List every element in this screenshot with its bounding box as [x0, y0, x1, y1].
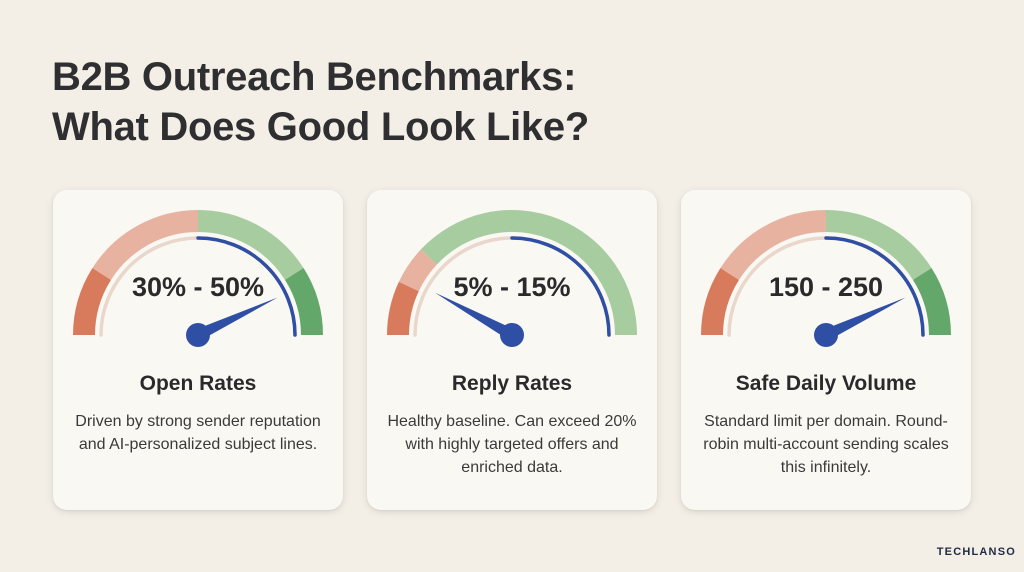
- page-title-line-1: B2B Outreach Benchmarks:: [52, 55, 577, 99]
- gauge-inner-progress: [196, 236, 297, 337]
- card-description: Healthy baseline. Can exceed 20% with hi…: [387, 413, 637, 476]
- gauge-inner-progress: [510, 236, 611, 337]
- gauge-segment-3: [420, 210, 637, 336]
- gauge-reply-rates: [387, 210, 637, 347]
- brand-logo: TECHLANSO: [936, 546, 1016, 558]
- gauge-segment-4: [284, 268, 323, 336]
- gauge-needle: [823, 297, 906, 341]
- card-title: Reply Rates: [451, 372, 573, 395]
- gauge-open-rates: [73, 210, 323, 347]
- card-title: Safe Daily Volume: [735, 372, 917, 395]
- gauge-segment-2: [720, 210, 827, 281]
- page-title: B2B Outreach Benchmarks: What Does Good …: [52, 52, 589, 152]
- card-description: Standard limit per domain. Round-robin m…: [703, 413, 949, 476]
- gauge-segment-2: [398, 249, 438, 292]
- gauge-needle-hub: [814, 323, 838, 347]
- gauge-segment-1: [387, 281, 419, 336]
- gauge-segment-2: [92, 210, 199, 281]
- page-title-line-2: What Does Good Look Like?: [52, 105, 589, 149]
- gauge-segment-1: [701, 268, 740, 336]
- gauge-segment-4: [912, 268, 951, 336]
- gauge-segment-1: [73, 268, 112, 336]
- metric-value: 150 - 250: [768, 272, 884, 302]
- gauge-inner-progress: [824, 236, 925, 337]
- card-reply-rates: 5% - 15% Reply Rates Healthy baseline. C…: [367, 190, 657, 510]
- metric-value: 5% - 15%: [453, 272, 571, 302]
- card-title: Open Rates: [139, 372, 257, 395]
- gauge-safe-daily-volume: [701, 210, 951, 347]
- gauge-needle: [195, 297, 278, 341]
- card-safe-daily-volume: 150 - 250 Safe Daily Volume Standard lim…: [681, 190, 971, 510]
- gauge-needle: [434, 292, 515, 341]
- gauge-segment-3: [825, 210, 932, 281]
- metric-value: 30% - 50%: [131, 272, 265, 302]
- card-open-rates: 30% - 50% Open Rates Driven by strong se…: [53, 190, 343, 510]
- gauge-segment-3: [197, 210, 304, 281]
- gauge-needle-hub: [186, 323, 210, 347]
- card-description: Driven by strong sender reputation and A…: [75, 413, 321, 453]
- gauge-needle-hub: [500, 323, 524, 347]
